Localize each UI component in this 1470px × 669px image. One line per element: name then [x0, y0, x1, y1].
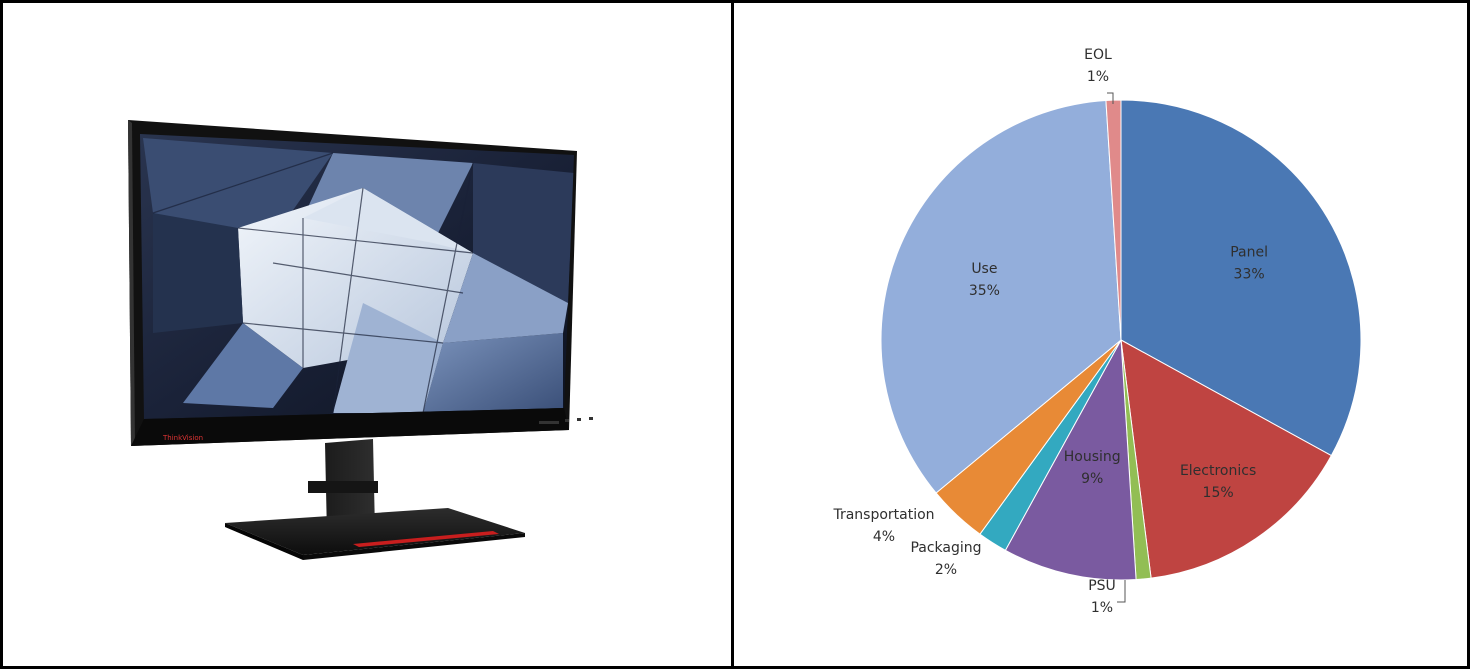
monitor-illustration: ThinkVision — [128, 120, 593, 560]
slice-label-eol: EOL 1% — [1084, 47, 1112, 85]
monitor-stand-base — [225, 508, 525, 555]
slice-label-housing: Housing 9% — [1064, 449, 1121, 487]
slice-labels: Panel 33% Electronics 15% PSU 1% Housing 9% Pack… — [832, 47, 1268, 616]
slice-label-electronics: Electronics 15% — [1180, 463, 1256, 501]
slice-label-transportation: Transportation 4% — [832, 507, 934, 545]
leader-line-eol — [1107, 92, 1114, 104]
pie-slice-electronics — [1120, 339, 1332, 579]
monitor-screen — [140, 134, 574, 419]
slice-label-packaging: Packaging 2% — [910, 540, 981, 578]
pie-slice-use — [880, 99, 1122, 494]
product-image-panel: ThinkVision — [0, 0, 734, 669]
leader-line-psu — [1117, 580, 1126, 603]
monitor-logo: ThinkVision — [162, 434, 203, 442]
pie-slice-panel — [1120, 99, 1362, 457]
slice-label-psu: PSU 1% — [1088, 578, 1116, 616]
monitor-base-red-stripe — [353, 531, 499, 547]
monitor-buttons — [539, 417, 593, 424]
slice-label-use: Use 35% — [969, 261, 1000, 299]
pie-chart-panel: Panel 33% Electronics 15% PSU 1% Housing 9% Pack… — [731, 0, 1470, 669]
pie-slices — [880, 99, 1362, 581]
pie-chart: Panel 33% Electronics 15% PSU 1% Housing 9% Pack… — [832, 47, 1362, 616]
leader-lines — [1107, 92, 1126, 603]
pie-slice-housing — [1004, 338, 1137, 581]
slice-label-panel: Panel 33% — [1230, 244, 1268, 282]
